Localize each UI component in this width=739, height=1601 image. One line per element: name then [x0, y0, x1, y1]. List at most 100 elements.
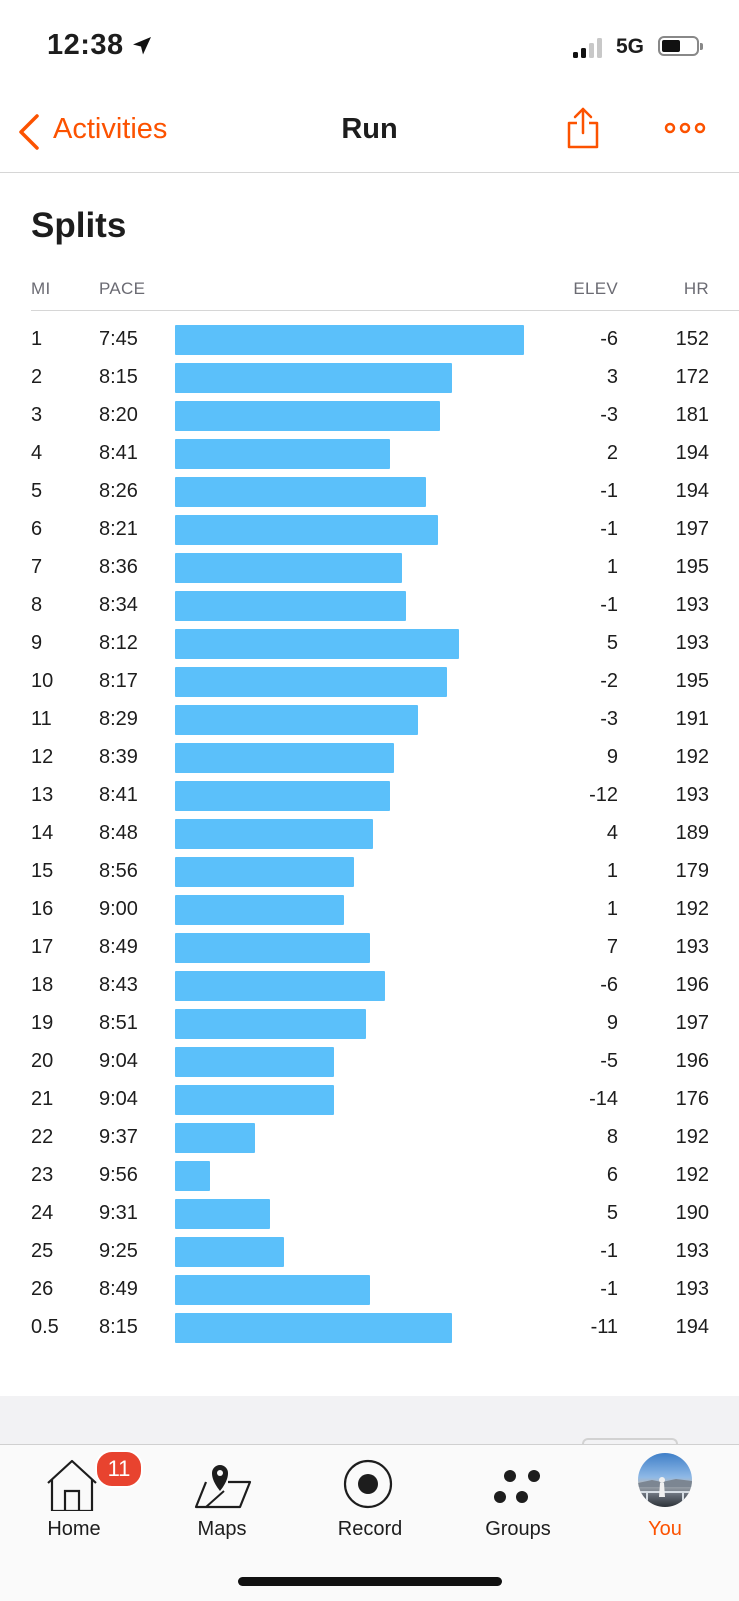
- pace-bar: [175, 363, 452, 393]
- split-elevation: 1: [606, 898, 618, 920]
- split-elevation: -6: [600, 974, 618, 996]
- split-row: 18 8:43 -6 196: [0, 967, 739, 1005]
- pace-bar: [175, 1313, 452, 1343]
- split-row: 6 8:21 -1 197: [0, 511, 739, 549]
- column-header-pace: PACE: [99, 279, 146, 298]
- pace-bar: [175, 781, 390, 811]
- split-heart-rate: 194: [675, 442, 709, 464]
- split-pace: 9:31: [99, 1202, 138, 1224]
- split-heart-rate: 196: [675, 974, 709, 996]
- split-elevation: -11: [590, 1316, 618, 1338]
- split-elevation: 9: [606, 1012, 618, 1034]
- split-mile: 19: [31, 1012, 54, 1034]
- back-button[interactable]: Activities: [53, 113, 168, 145]
- split-heart-rate: 194: [675, 1316, 709, 1338]
- avatar: [638, 1453, 692, 1507]
- more-options-icon[interactable]: [664, 122, 706, 134]
- split-mile: 15: [31, 860, 54, 882]
- split-pace: 8:51: [99, 1012, 138, 1034]
- split-mile: 3: [31, 404, 43, 426]
- split-heart-rate: 181: [675, 404, 709, 426]
- back-chevron-icon[interactable]: [16, 112, 42, 152]
- next-section-peek: [0, 1396, 739, 1444]
- tab-home[interactable]: 11 Home: [0, 1445, 148, 1555]
- split-elevation: -1: [600, 1278, 618, 1300]
- split-heart-rate: 192: [675, 746, 709, 768]
- split-row: 16 9:00 1 192: [0, 891, 739, 929]
- status-bar: 12:38 5G: [0, 0, 739, 92]
- tab-you[interactable]: You: [591, 1445, 739, 1555]
- split-pace: 7:45: [99, 328, 138, 350]
- split-row: 0.5 8:15 -11 194: [0, 1309, 739, 1347]
- split-pace: 8:49: [99, 936, 138, 958]
- split-heart-rate: 192: [675, 898, 709, 920]
- split-pace: 9:25: [99, 1240, 138, 1262]
- split-row: 10 8:17 -2 195: [0, 663, 739, 701]
- battery-icon: [658, 36, 703, 56]
- split-row: 20 9:04 -5 196: [0, 1043, 739, 1081]
- split-elevation: 6: [606, 1164, 618, 1186]
- column-header-mi: MI: [31, 279, 51, 298]
- split-pace: 9:56: [99, 1164, 138, 1186]
- split-heart-rate: 193: [675, 1240, 709, 1262]
- pace-bar: [175, 895, 344, 925]
- tab-groups[interactable]: Groups: [444, 1445, 592, 1555]
- pace-bar: [175, 629, 460, 659]
- split-pace: 8:34: [99, 594, 138, 616]
- tab-maps[interactable]: Maps: [148, 1445, 296, 1555]
- split-row: 24 9:31 5 190: [0, 1195, 739, 1233]
- split-elevation: 9: [606, 746, 618, 768]
- split-mile: 13: [31, 784, 54, 806]
- notification-badge: 11: [95, 1450, 143, 1488]
- pace-bar: [175, 553, 402, 583]
- split-heart-rate: 192: [675, 1126, 709, 1148]
- groups-icon: [494, 1470, 540, 1503]
- split-row: 22 9:37 8 192: [0, 1119, 739, 1157]
- split-pace: 9:37: [99, 1126, 138, 1148]
- split-pace: 8:41: [99, 784, 138, 806]
- split-elevation: 3: [606, 366, 618, 388]
- share-icon[interactable]: [566, 106, 600, 150]
- split-elevation: -2: [600, 670, 618, 692]
- split-pace: 8:39: [99, 746, 138, 768]
- split-heart-rate: 190: [675, 1202, 709, 1224]
- split-elevation: -1: [600, 518, 618, 540]
- pace-bar: [175, 1009, 366, 1039]
- pace-bar: [175, 1237, 284, 1267]
- split-heart-rate: 172: [675, 366, 709, 388]
- split-heart-rate: 179: [675, 860, 709, 882]
- split-elevation: 5: [606, 632, 618, 654]
- split-pace: 8:48: [99, 822, 138, 844]
- split-row: 12 8:39 9 192: [0, 739, 739, 777]
- split-mile: 0.5: [31, 1316, 59, 1338]
- split-row: 3 8:20 -3 181: [0, 397, 739, 435]
- pace-bar: [175, 1047, 335, 1077]
- split-mile: 6: [31, 518, 43, 540]
- split-mile: 17: [31, 936, 54, 958]
- pace-bar: [175, 1199, 270, 1229]
- split-elevation: 1: [606, 556, 618, 578]
- pace-bar: [175, 325, 524, 355]
- split-elevation: 1: [606, 860, 618, 882]
- pace-bar: [175, 667, 448, 697]
- split-heart-rate: 193: [675, 936, 709, 958]
- split-pace: 8:49: [99, 1278, 138, 1300]
- split-heart-rate: 195: [675, 670, 709, 692]
- split-heart-rate: 192: [675, 1164, 709, 1186]
- split-row: 5 8:26 -1 194: [0, 473, 739, 511]
- split-row: 1 7:45 -6 152: [0, 321, 739, 359]
- split-elevation: -1: [600, 480, 618, 502]
- split-mile: 24: [31, 1202, 54, 1224]
- tab-record[interactable]: Record: [296, 1445, 444, 1555]
- nav-bar: Activities Run: [0, 92, 739, 173]
- split-mile: 5: [31, 480, 43, 502]
- split-mile: 12: [31, 746, 54, 768]
- split-pace: 8:56: [99, 860, 138, 882]
- split-mile: 11: [31, 708, 52, 730]
- split-row: 9 8:12 5 193: [0, 625, 739, 663]
- split-heart-rate: 193: [675, 632, 709, 654]
- splits-title: Splits: [31, 206, 127, 245]
- pace-bar: [175, 857, 354, 887]
- split-pace: 9:04: [99, 1088, 138, 1110]
- split-elevation: -12: [589, 784, 618, 806]
